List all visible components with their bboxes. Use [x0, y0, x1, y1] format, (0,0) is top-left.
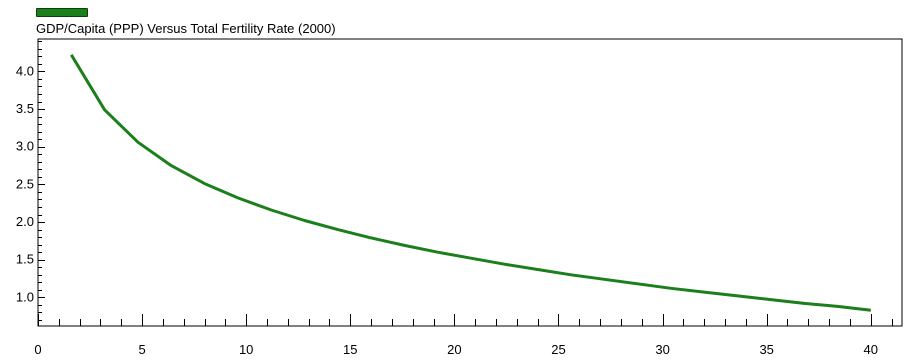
y-tick-label: 1.0 — [16, 289, 34, 304]
x-tick-label: 15 — [343, 342, 357, 357]
x-tick-label: 40 — [864, 342, 878, 357]
y-tick-label: 2.0 — [16, 214, 34, 229]
legend-swatch — [36, 8, 88, 17]
series-line — [70, 54, 871, 312]
x-tick-label: 25 — [551, 342, 565, 357]
y-tick-label: 3.0 — [16, 139, 34, 154]
y-tick-label: 2.5 — [16, 176, 34, 191]
x-tick-label: 20 — [447, 342, 461, 357]
y-tick-label: 3.5 — [16, 101, 34, 116]
chart-title: GDP/Capita (PPP) Versus Total Fertility … — [36, 21, 336, 36]
x-tick-label: 0 — [34, 342, 41, 357]
x-tick-label: 10 — [239, 342, 253, 357]
y-tick-label: 1.5 — [16, 252, 34, 267]
x-tick-label: 30 — [655, 342, 669, 357]
x-tick-label: 35 — [759, 342, 773, 357]
plot-area-border — [37, 38, 903, 327]
x-tick-label: 5 — [138, 342, 145, 357]
y-tick-label: 4.0 — [16, 63, 34, 78]
